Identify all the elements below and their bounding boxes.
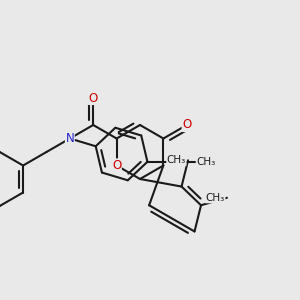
Text: CH₃: CH₃ <box>167 155 186 165</box>
Text: N: N <box>65 132 74 145</box>
Text: CH₃: CH₃ <box>197 157 216 167</box>
Text: O: O <box>170 155 179 168</box>
Text: O: O <box>112 159 121 172</box>
Text: CH₃: CH₃ <box>206 193 225 203</box>
Text: O: O <box>88 92 98 104</box>
Text: O: O <box>182 118 191 131</box>
